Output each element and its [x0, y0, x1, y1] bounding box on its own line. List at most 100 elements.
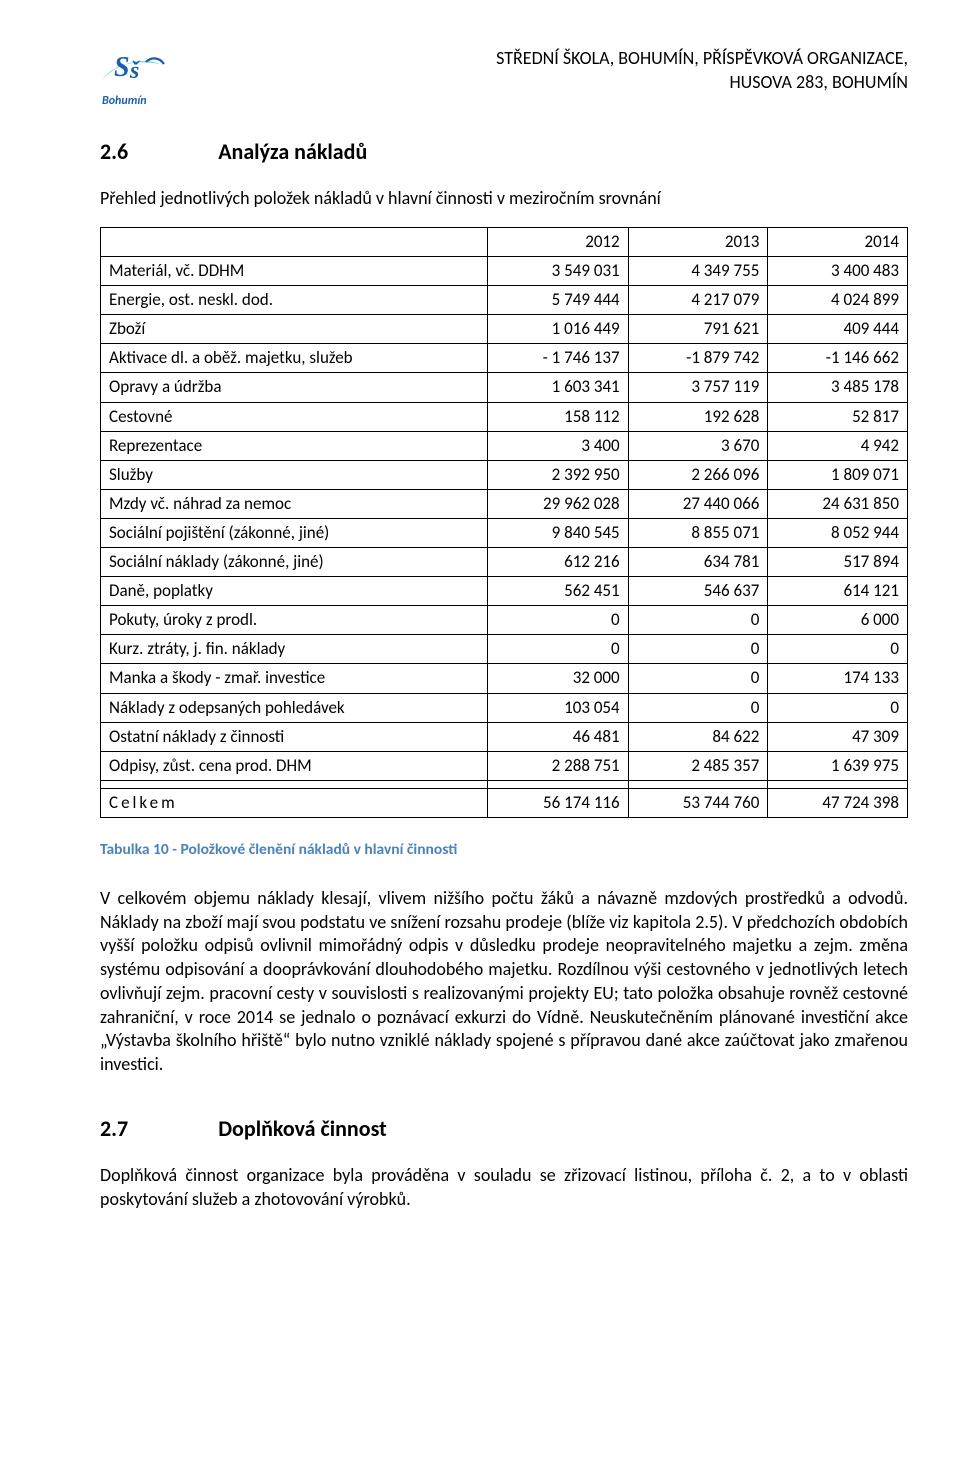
row-label: Daně, poplatky: [101, 577, 488, 606]
row-value: 0: [628, 693, 768, 722]
row-label: Odpisy, zůst. cena prod. DHM: [101, 751, 488, 780]
row-value: 2 266 096: [628, 460, 768, 489]
body-paragraph-2: Doplňková činnost organizace byla provád…: [100, 1164, 908, 1212]
row-value: 0: [488, 635, 628, 664]
table-total-row: Celkem56 174 11653 744 76047 724 398: [101, 788, 908, 817]
table-row: Sociální náklady (zákonné, jiné)612 2166…: [101, 548, 908, 577]
row-value: 0: [488, 606, 628, 635]
row-value: 192 628: [628, 402, 768, 431]
row-value: 4 942: [768, 431, 908, 460]
section-number-2: 2.7: [100, 1115, 128, 1142]
table-row: Reprezentace3 4003 6704 942: [101, 431, 908, 460]
row-label: Aktivace dl. a oběž. majetku, služeb: [101, 344, 488, 373]
header-blank: [101, 228, 488, 257]
total-value: 47 724 398: [768, 788, 908, 817]
row-label: Služby: [101, 460, 488, 489]
total-value: 53 744 760: [628, 788, 768, 817]
row-label: Manka a škody - zmař. investice: [101, 664, 488, 693]
table-row: Mzdy vč. náhrad za nemoc29 962 02827 440…: [101, 489, 908, 518]
row-value: 6 000: [768, 606, 908, 635]
table-row: Energie, ost. neskl. dod.5 749 4444 217 …: [101, 286, 908, 315]
row-value: 612 216: [488, 548, 628, 577]
row-value: 47 309: [768, 722, 908, 751]
row-value: 84 622: [628, 722, 768, 751]
row-value: 3 549 031: [488, 257, 628, 286]
section-heading-2-6: 2.6 Analýza nákladů: [100, 138, 908, 165]
row-value: 0: [768, 635, 908, 664]
table-row: Cestovné158 112192 62852 817: [101, 402, 908, 431]
table-row: Manka a škody - zmař. investice32 000017…: [101, 664, 908, 693]
row-label: Mzdy vč. náhrad za nemoc: [101, 489, 488, 518]
spacer-cell: [628, 780, 768, 788]
row-value: 5 749 444: [488, 286, 628, 315]
row-value: 562 451: [488, 577, 628, 606]
row-value: 409 444: [768, 315, 908, 344]
table-row: Zboží1 016 449791 621409 444: [101, 315, 908, 344]
row-value: 3 670: [628, 431, 768, 460]
section-heading-2-7: 2.7 Doplňková činnost: [100, 1115, 908, 1142]
row-label: Náklady z odepsaných pohledávek: [101, 693, 488, 722]
row-value: 3 757 119: [628, 373, 768, 402]
table-row: Aktivace dl. a oběž. majetku, služeb- 1 …: [101, 344, 908, 373]
row-label: Energie, ost. neskl. dod.: [101, 286, 488, 315]
year-col-2: 2013: [628, 228, 768, 257]
org-line-2: HUSOVA 283, BOHUMÍN: [188, 70, 908, 94]
spacer-cell: [488, 780, 628, 788]
year-col-3: 2014: [768, 228, 908, 257]
row-value: 614 121: [768, 577, 908, 606]
row-value: 46 481: [488, 722, 628, 751]
spacer-cell: [768, 780, 908, 788]
row-label: Pokuty, úroky z prodl.: [101, 606, 488, 635]
row-value: 3 400 483: [768, 257, 908, 286]
organization-title: STŘEDNÍ ŠKOLA, BOHUMÍN, PŘÍSPĚVKOVÁ ORGA…: [188, 46, 908, 95]
row-value: 3 485 178: [768, 373, 908, 402]
row-label: Zboží: [101, 315, 488, 344]
table-row: Náklady z odepsaných pohledávek103 05400: [101, 693, 908, 722]
row-value: 2 392 950: [488, 460, 628, 489]
row-value: 174 133: [768, 664, 908, 693]
table-row: Pokuty, úroky z prodl.006 000: [101, 606, 908, 635]
body-paragraph-1: V celkovém objemu náklady klesají, vlive…: [100, 887, 908, 1077]
row-value: 0: [628, 606, 768, 635]
row-value: 517 894: [768, 548, 908, 577]
page-header: S š Bohumín STŘEDNÍ ŠKOLA, BOHUMÍN, PŘÍS…: [100, 46, 908, 102]
row-label: Kurz. ztráty, j. fin. náklady: [101, 635, 488, 664]
row-label: Materiál, vč. DDHM: [101, 257, 488, 286]
row-value: 634 781: [628, 548, 768, 577]
row-value: 158 112: [488, 402, 628, 431]
table-row: Sociální pojištění (zákonné, jiné)9 840 …: [101, 518, 908, 547]
row-value: 103 054: [488, 693, 628, 722]
table-caption: Tabulka 10 - Položkové členění nákladů v…: [100, 840, 908, 859]
logo-caption: Bohumín: [102, 94, 147, 108]
section-title-2: Doplňková činnost: [218, 1115, 387, 1142]
row-value: 8 052 944: [768, 518, 908, 547]
document-page: S š Bohumín STŘEDNÍ ŠKOLA, BOHUMÍN, PŘÍS…: [0, 0, 960, 1271]
row-value: -1 879 742: [628, 344, 768, 373]
table-row: Služby2 392 9502 266 0961 809 071: [101, 460, 908, 489]
table-body: Materiál, vč. DDHM3 549 0314 349 7553 40…: [101, 257, 908, 818]
row-value: 0: [628, 635, 768, 664]
table-row: Odpisy, zůst. cena prod. DHM2 288 7512 4…: [101, 751, 908, 780]
spacer-cell: [101, 780, 488, 788]
table-row: Ostatní náklady z činnosti46 48184 62247…: [101, 722, 908, 751]
row-value: 4 217 079: [628, 286, 768, 315]
row-label: Opravy a údržba: [101, 373, 488, 402]
row-value: 1 809 071: [768, 460, 908, 489]
year-col-1: 2012: [488, 228, 628, 257]
table-row: Daně, poplatky562 451546 637614 121: [101, 577, 908, 606]
row-value: 9 840 545: [488, 518, 628, 547]
svg-text:š: š: [129, 58, 141, 84]
row-label: Sociální náklady (zákonné, jiné): [101, 548, 488, 577]
row-value: 32 000: [488, 664, 628, 693]
row-value: 4 349 755: [628, 257, 768, 286]
row-value: 8 855 071: [628, 518, 768, 547]
row-value: 27 440 066: [628, 489, 768, 518]
org-line-1: STŘEDNÍ ŠKOLA, BOHUMÍN, PŘÍSPĚVKOVÁ ORGA…: [188, 46, 908, 70]
row-value: 3 400: [488, 431, 628, 460]
section-intro: Přehled jednotlivých položek nákladů v h…: [100, 187, 908, 209]
row-value: 0: [628, 664, 768, 693]
table-row: Materiál, vč. DDHM3 549 0314 349 7553 40…: [101, 257, 908, 286]
table-spacer-row: [101, 780, 908, 788]
costs-table: 2012 2013 2014 Materiál, vč. DDHM3 549 0…: [100, 227, 908, 818]
row-label: Cestovné: [101, 402, 488, 431]
